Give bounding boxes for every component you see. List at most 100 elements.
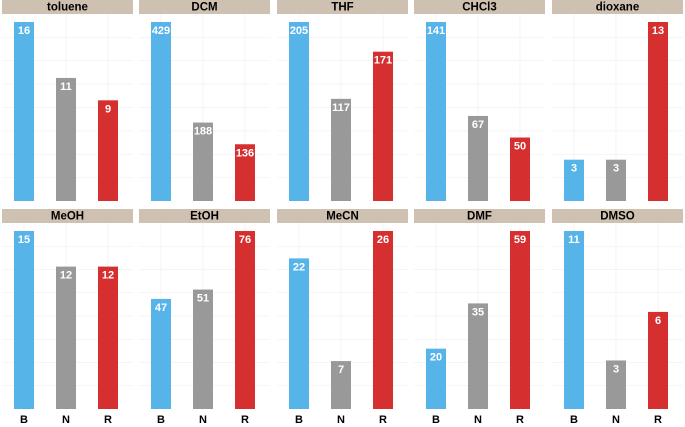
panel-title: DMF — [467, 211, 492, 223]
bar-r — [510, 231, 530, 409]
bar-b — [426, 348, 446, 409]
x-tick-label-r: R — [379, 414, 387, 426]
bar-label-r: 136 — [236, 147, 254, 159]
bar-n — [606, 360, 626, 409]
panel-mecn: MeCN 22 7 26 B N R — [277, 209, 408, 426]
bar-r — [235, 231, 255, 409]
x-tick-label-b: B — [295, 414, 303, 426]
bar-b — [14, 231, 34, 409]
bar-label-b: 15 — [18, 234, 30, 246]
bar-label-b: 11 — [568, 234, 580, 246]
panel-title: DCM — [191, 2, 217, 14]
x-tick-label-b: B — [157, 414, 165, 426]
bar-b — [426, 22, 446, 201]
panel-strip — [414, 0, 545, 14]
panel-thf: THF 205 117 171 — [277, 0, 408, 201]
panel-strip — [277, 0, 408, 14]
bar-r — [98, 100, 118, 201]
bar-n — [331, 361, 351, 409]
panel-strip — [2, 0, 133, 14]
x-tick-label-n: N — [199, 414, 207, 426]
x-tick-label-b: B — [20, 414, 28, 426]
bar-label-r: 59 — [514, 234, 526, 246]
bar-r — [235, 144, 255, 201]
x-tick-label-r: R — [516, 414, 524, 426]
panel-chcl3: CHCl3 141 67 50 — [414, 0, 545, 201]
bar-n — [468, 303, 488, 409]
bar-label-n: 3 — [613, 163, 619, 175]
bar-r — [373, 231, 393, 409]
bar-r — [373, 51, 393, 201]
bar-label-b: 3 — [571, 163, 577, 175]
bar-label-n: 188 — [194, 126, 212, 138]
bar-b — [151, 298, 171, 409]
bar-label-n: 117 — [332, 102, 350, 114]
bar-r — [648, 22, 668, 201]
bar-b — [564, 231, 584, 409]
x-tick-label-b: B — [570, 414, 578, 426]
panel-title: CHCl3 — [462, 2, 497, 14]
bar-label-b: 205 — [290, 25, 308, 37]
x-tick-label-n: N — [474, 414, 482, 426]
bar-b — [151, 22, 171, 201]
panel-strip — [139, 0, 270, 14]
panel-dmf: DMF 20 35 59 B N R — [414, 209, 545, 426]
bar-label-r: 13 — [652, 25, 664, 37]
panel-title: EtOH — [190, 211, 219, 223]
panel-strip — [139, 209, 270, 223]
panel-title: MeCN — [326, 211, 359, 223]
panel-strip — [277, 209, 408, 223]
bar-label-n: 35 — [472, 306, 484, 318]
panel-dioxane: dioxane 3 3 13 — [552, 0, 683, 201]
bar-r — [510, 137, 530, 201]
x-tick-label-r: R — [241, 414, 249, 426]
bar-r — [648, 311, 668, 409]
panel-strip — [2, 209, 133, 223]
bar-label-r: 76 — [239, 234, 251, 246]
bar-label-r: 50 — [514, 141, 526, 153]
x-tick-label-r: R — [104, 414, 112, 426]
bar-label-b: 16 — [18, 25, 30, 37]
panel-dcm: DCM 429 188 136 — [139, 0, 270, 201]
x-tick-label-n: N — [337, 414, 345, 426]
bar-label-r: 26 — [377, 234, 389, 246]
bar-b — [289, 22, 309, 201]
bar-r — [98, 266, 118, 409]
bar-b — [564, 159, 584, 201]
bar-b — [289, 258, 309, 409]
panel-title: DMSO — [600, 211, 635, 223]
panel-toluene: toluene 16 11 9 — [2, 0, 133, 201]
bar-label-n: 51 — [197, 293, 209, 305]
bar-n — [56, 266, 76, 409]
panel-title: MeOH — [51, 211, 84, 223]
bar-label-b: 47 — [155, 302, 167, 314]
bar-label-n: 7 — [338, 364, 344, 376]
bar-label-r: 6 — [655, 315, 661, 327]
panel-title: toluene — [47, 2, 88, 14]
bar-label-n: 67 — [472, 119, 484, 131]
bar-b — [14, 22, 34, 201]
panel-title: THF — [331, 2, 353, 14]
bar-label-b: 141 — [427, 25, 445, 37]
bar-label-n: 3 — [613, 363, 619, 375]
bar-n — [193, 289, 213, 409]
x-tick-label-r: R — [654, 414, 662, 426]
x-tick-label-n: N — [612, 414, 620, 426]
panel-strip — [414, 209, 545, 223]
bar-n — [606, 159, 626, 201]
bar-label-r: 171 — [374, 55, 392, 67]
panel-strip — [552, 209, 683, 223]
bar-label-n: 12 — [60, 270, 72, 282]
bar-label-b: 429 — [152, 25, 170, 37]
bar-label-n: 11 — [60, 81, 72, 93]
bar-label-r: 9 — [105, 103, 111, 115]
x-tick-label-b: B — [432, 414, 440, 426]
bar-n — [331, 98, 351, 201]
panel-title: dioxane — [596, 2, 639, 14]
bar-label-b: 22 — [293, 261, 305, 273]
bar-label-r: 12 — [102, 270, 114, 282]
bar-label-b: 20 — [430, 352, 442, 364]
bar-n — [56, 77, 76, 201]
panel-meoh: MeOH 15 12 12 B N R — [2, 209, 133, 426]
